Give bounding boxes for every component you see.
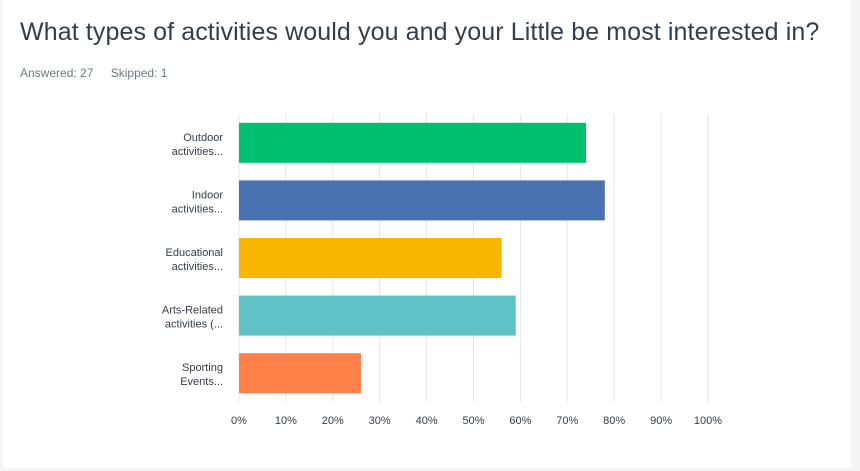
response-summary: Answered: 27 Skipped: 1	[20, 66, 181, 80]
category-label-line: Arts-Related	[162, 305, 223, 317]
x-tick-label: 80%	[603, 415, 625, 427]
x-tick-label: 40%	[416, 415, 438, 427]
category-label-line: Outdoor	[183, 132, 223, 144]
skipped-count: Skipped: 1	[110, 66, 168, 80]
category-label: Sporting Events...	[180, 362, 223, 388]
category-label-line: activities...	[172, 203, 223, 215]
category-label-line: activities...	[172, 261, 223, 273]
x-tick-label: 50%	[462, 415, 484, 427]
category-label-line: activities (...	[165, 319, 223, 331]
x-tick-label: 30%	[369, 415, 391, 427]
category-label: Outdoor activities...	[172, 132, 224, 158]
question-title: What types of activities would you and y…	[20, 18, 820, 46]
category-label-line: Indoor	[192, 189, 224, 201]
category-label: Indoor activities...	[172, 189, 224, 215]
category-label-line: Sporting	[182, 362, 223, 374]
x-tick-label: 20%	[322, 415, 344, 427]
bar	[239, 180, 605, 221]
x-tick-label: 100%	[694, 415, 722, 427]
answered-count: Answered: 27	[20, 66, 94, 80]
x-tick-label: 90%	[650, 415, 672, 427]
bar	[239, 295, 516, 336]
category-label-line: Educational	[166, 247, 224, 259]
category-label-line: Events...	[180, 376, 223, 388]
bar	[239, 122, 587, 163]
category-label: Arts-Related activities (...	[162, 305, 223, 331]
category-label-line: activities...	[172, 146, 223, 158]
bar	[239, 353, 361, 394]
bar	[239, 238, 502, 278]
x-tick-label: 10%	[275, 415, 297, 427]
x-tick-label: 70%	[556, 415, 578, 427]
x-tick-label: 0%	[231, 415, 247, 427]
x-tick-label: 60%	[509, 415, 531, 427]
category-label: Educational activities...	[166, 247, 224, 273]
